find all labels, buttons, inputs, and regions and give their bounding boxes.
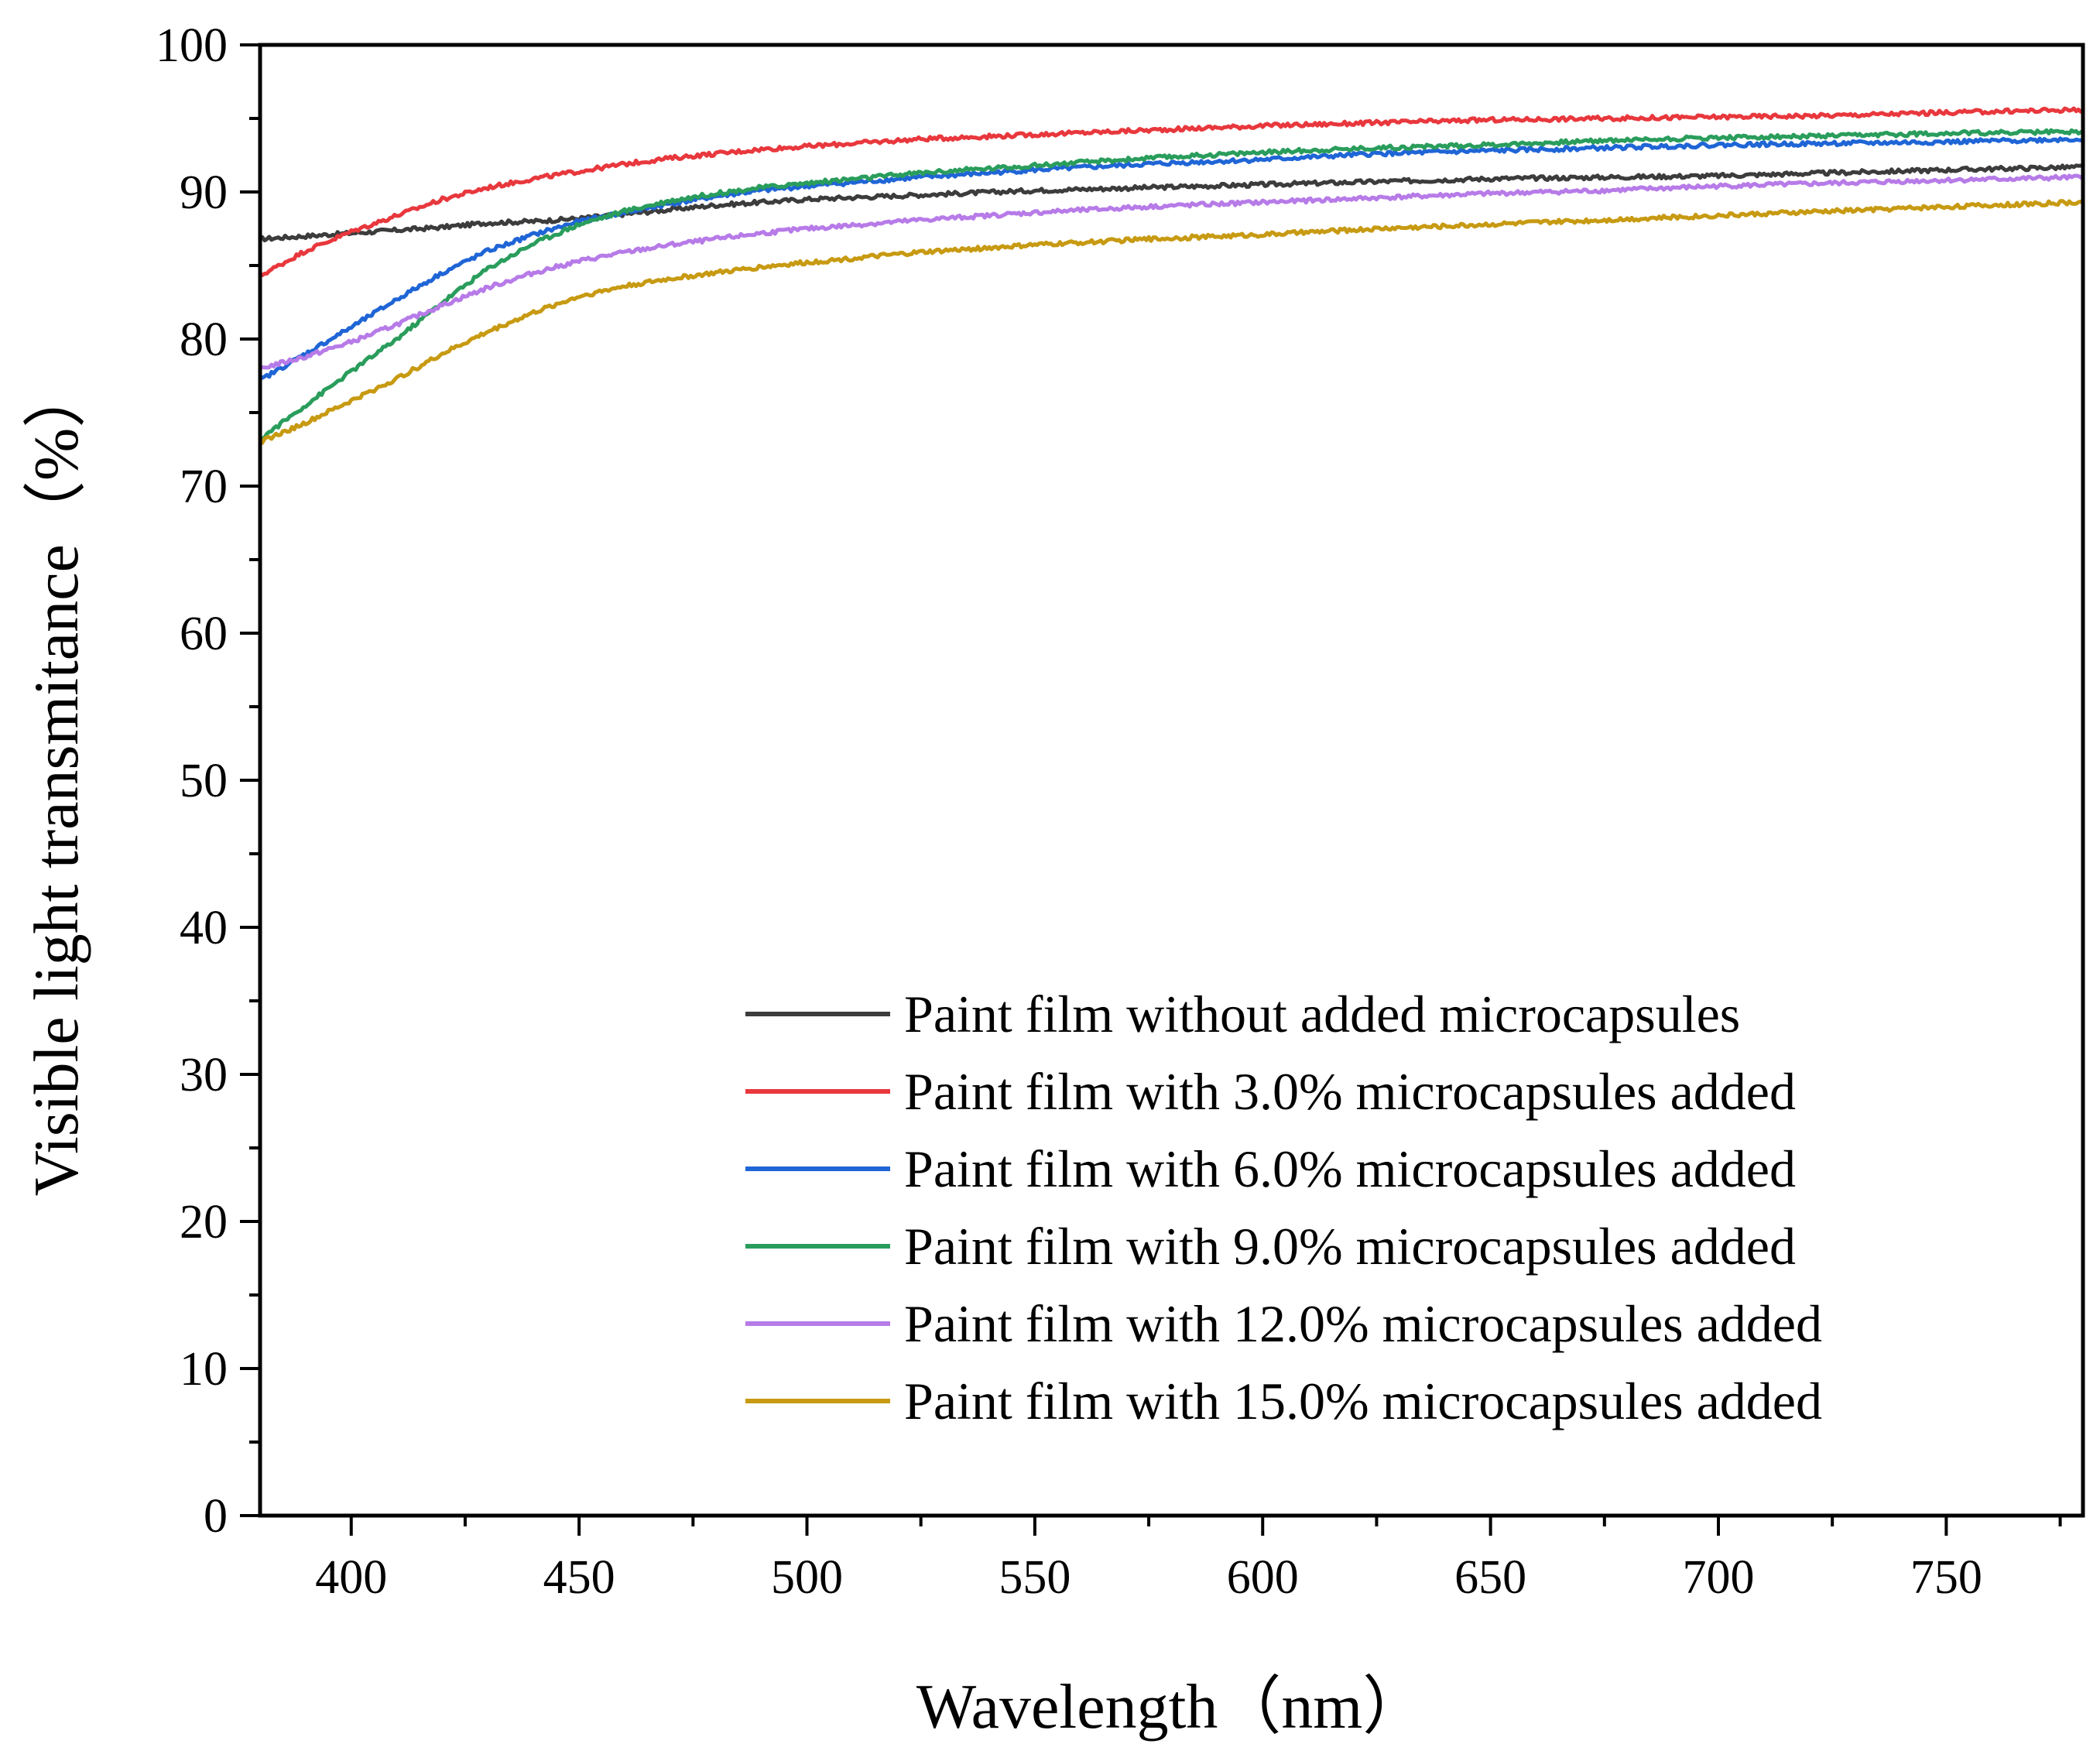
y-tick-label: 50 <box>180 755 228 807</box>
y-tick-label: 40 <box>180 902 228 954</box>
x-tick-label: 750 <box>1910 1551 1982 1604</box>
series-line <box>259 199 2085 446</box>
x-axis: 400 450 500 550 600 650 700 750 <box>315 1516 2062 1604</box>
y-tick-label: 60 <box>180 608 228 660</box>
x-tick-label: 500 <box>771 1551 843 1604</box>
x-tick-label: 550 <box>999 1551 1071 1604</box>
y-tick-label: 0 <box>204 1490 228 1543</box>
series-line <box>259 106 2084 277</box>
x-tick-label: 650 <box>1454 1551 1526 1604</box>
y-axis-title: Visible light transmitance（%） <box>21 365 91 1197</box>
y-tick-label: 70 <box>180 461 228 513</box>
y-tick-label: 100 <box>156 19 228 72</box>
legend-label: Paint film with 12.0% microcapsules adde… <box>904 1294 1822 1353</box>
x-axis-title: Wavelength（nm） <box>916 1671 1426 1742</box>
series-line <box>259 173 2085 370</box>
series-line <box>259 163 2084 243</box>
x-tick-label: 400 <box>315 1551 387 1604</box>
x-tick-label: 600 <box>1227 1551 1299 1604</box>
series-layer <box>259 106 2085 446</box>
series-line <box>259 128 2085 441</box>
series-line <box>259 136 2085 381</box>
x-tick-label: 700 <box>1683 1551 1755 1604</box>
legend-label: Paint film with 15.0% microcapsules adde… <box>904 1372 1822 1430</box>
y-tick-label: 10 <box>180 1343 228 1396</box>
legend: Paint film without added microcapsules Pa… <box>745 985 1822 1430</box>
legend-label: Paint film without added microcapsules <box>904 985 1740 1043</box>
legend-label: Paint film with 9.0% microcapsules added <box>904 1217 1796 1276</box>
y-axis: 0 10 20 30 40 50 60 70 80 90 100 <box>156 19 260 1543</box>
y-tick-label: 90 <box>180 166 228 219</box>
y-tick-label: 20 <box>180 1196 228 1249</box>
x-tick-label: 450 <box>543 1551 615 1604</box>
legend-label: Paint film with 3.0% microcapsules added <box>904 1062 1796 1121</box>
y-tick-label: 30 <box>180 1049 228 1101</box>
legend-label: Paint film with 6.0% microcapsules added <box>904 1139 1796 1198</box>
y-tick-label: 80 <box>180 313 228 366</box>
